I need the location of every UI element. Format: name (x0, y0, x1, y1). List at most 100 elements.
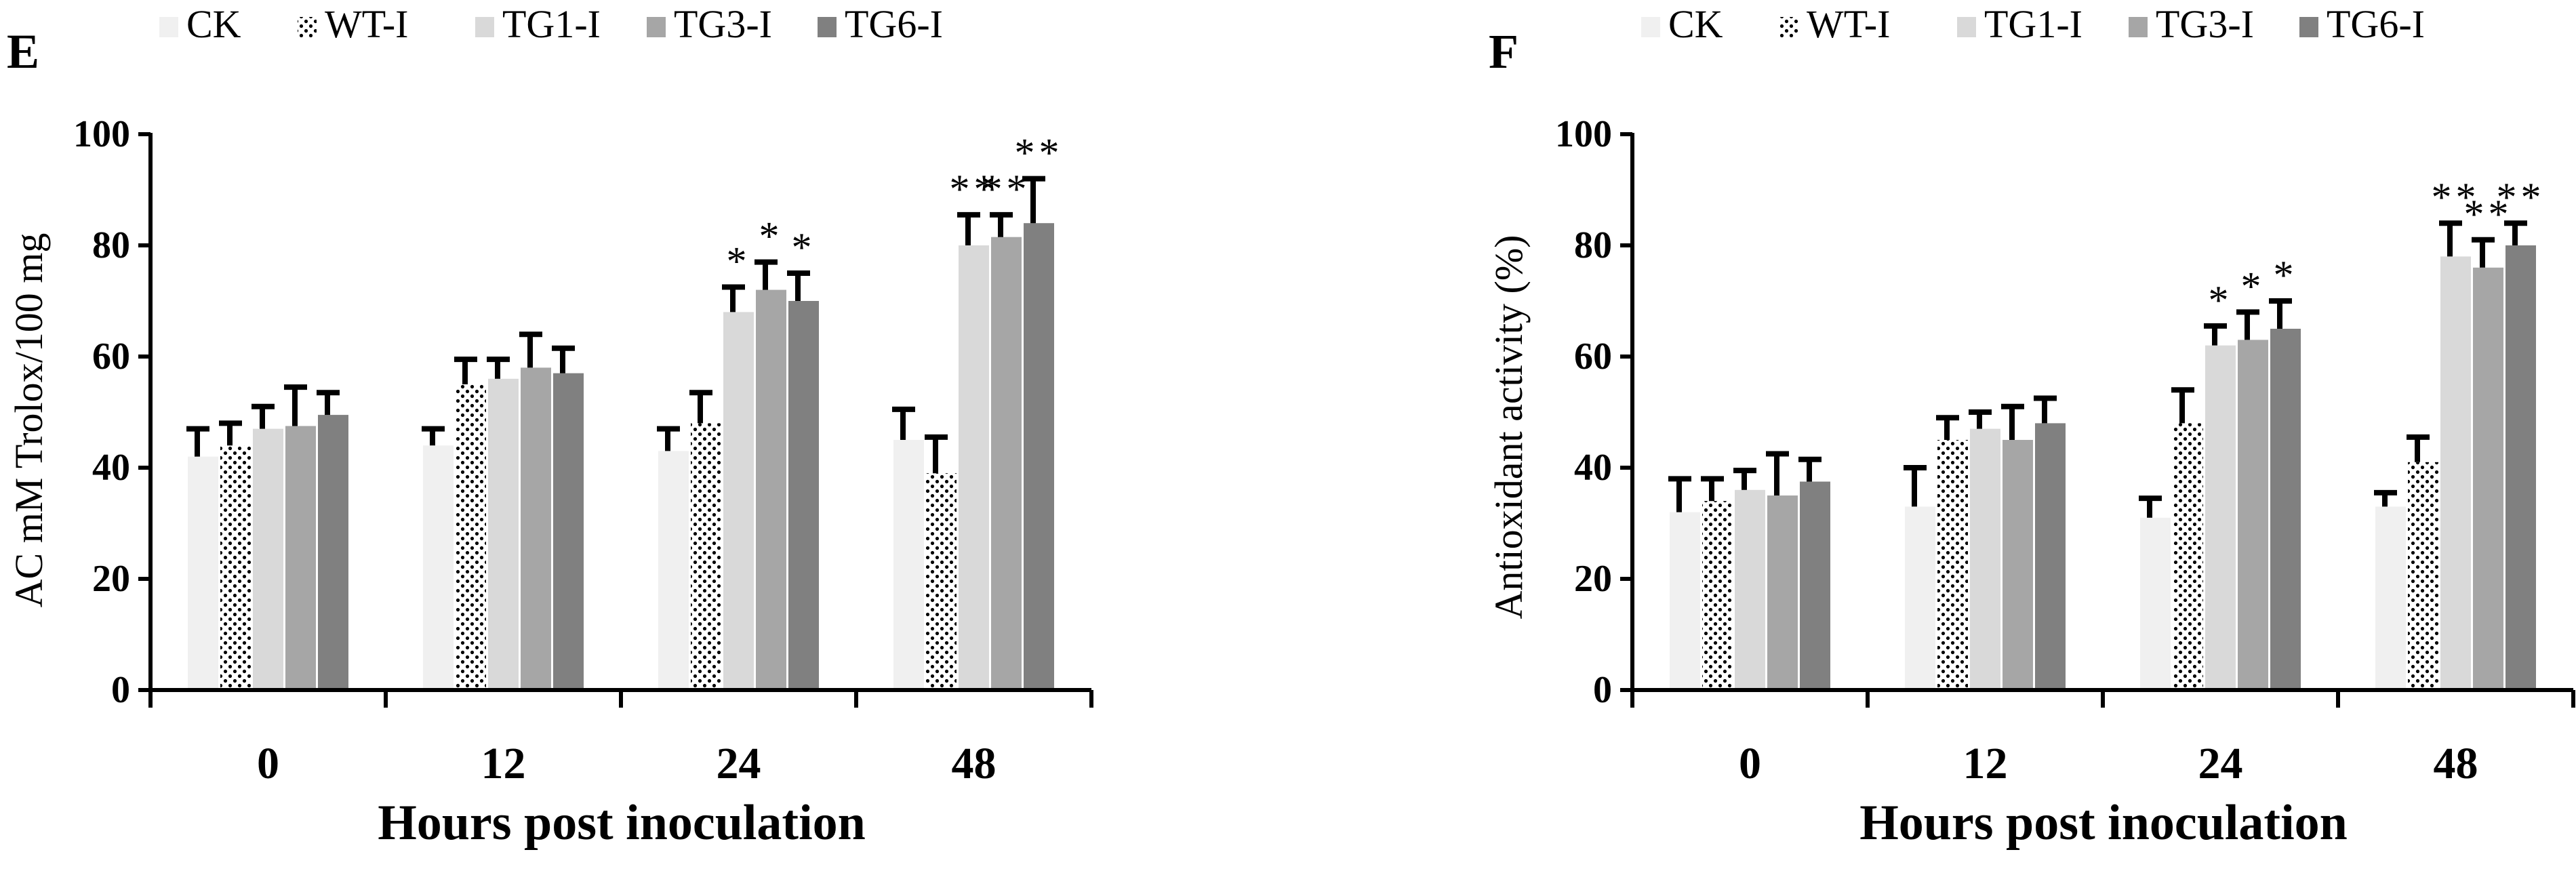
error-bar (1668, 476, 1691, 512)
error-bar (454, 357, 477, 384)
significance-mark: ** (1015, 131, 1064, 176)
error-bar (2407, 434, 2430, 462)
significance-mark: * (2241, 264, 2266, 308)
bar-tg1-i-0h (253, 428, 283, 690)
x-axis-title: Hours post inoculation (378, 795, 866, 851)
legend-label: TG6-I (845, 2, 943, 46)
significance-mark: * (727, 239, 751, 284)
legend-label: WT-I (1807, 2, 1890, 46)
error-bar (2269, 298, 2292, 329)
x-axis-title: Hours post inoculation (1859, 795, 2348, 851)
bar-tg6-i-12h (553, 373, 584, 690)
error-bar (2504, 220, 2527, 245)
x-tick-label: 48 (2434, 739, 2478, 788)
error-bar (317, 390, 340, 416)
legend-item-tg1-i: TG1-I (1957, 2, 2082, 46)
error-bar (722, 284, 745, 312)
error-bar (422, 426, 445, 446)
error-bar (284, 384, 307, 426)
legend: CK WT-I TG1-I TG3-I TG6-I (1641, 2, 2425, 46)
legend-swatch (1779, 17, 1798, 37)
bar-wt-i-24h (2173, 423, 2203, 690)
bar-tg3-i-48h (991, 237, 1022, 690)
error-bar (1022, 176, 1045, 224)
significance-mark: ** (982, 167, 1031, 211)
legend-item-wt-i: WT-I (298, 2, 408, 46)
legend-swatch (1641, 17, 1660, 37)
panel-label: F (1489, 24, 1518, 79)
error-bar (892, 406, 915, 440)
error-bar (219, 420, 242, 446)
bar-tg3-i-48h (2473, 267, 2503, 690)
error-bar (2439, 220, 2462, 257)
legend-swatch (2299, 17, 2318, 37)
y-tick-label: 20 (92, 558, 130, 600)
error-bar (2001, 403, 2024, 440)
legend: CK WT-I TG1-I TG3-I TG6-I (159, 2, 943, 46)
significance-mark: * (792, 225, 816, 270)
bar-ck-48h (893, 440, 924, 690)
error-bar (754, 259, 778, 290)
x-tick-label: 12 (481, 739, 526, 788)
error-bar (787, 270, 810, 301)
bar-ck-24h (2140, 517, 2171, 690)
error-bar (1904, 465, 1927, 507)
legend-item-wt-i: WT-I (1779, 2, 1890, 46)
error-bar (689, 390, 712, 424)
y-tick-label: 80 (1574, 224, 1612, 266)
legend-item-tg6-i: TG6-I (2299, 2, 2425, 46)
bar-ck-48h (2375, 506, 2406, 690)
error-bar (2472, 237, 2495, 268)
bar-tg6-i-0h (318, 415, 348, 690)
legend-swatch (2129, 17, 2148, 37)
bar-tg6-i-24h (788, 301, 819, 690)
error-bar (1936, 415, 1959, 440)
bar-tg1-i-24h (723, 312, 754, 690)
legend-swatch (475, 17, 494, 37)
significance-mark: * (759, 214, 784, 259)
x-tick-label: 24 (2198, 739, 2243, 788)
y-tick-label: 0 (1593, 669, 1612, 711)
error-bar (186, 426, 209, 457)
legend-swatch (1957, 17, 1976, 37)
legend-swatch (647, 17, 666, 37)
error-bar (552, 345, 575, 373)
legend-label: WT-I (325, 2, 408, 46)
bar-tg6-i-24h (2270, 329, 2301, 690)
x-tick-label: 48 (952, 739, 997, 788)
bar-tg3-i-0h (1767, 495, 1798, 690)
bar-tg1-i-48h (2440, 256, 2471, 690)
legend-label: TG1-I (502, 2, 601, 46)
significance-mark: ** (2432, 175, 2480, 220)
error-bar (1701, 476, 1724, 502)
error-bar (2034, 395, 2057, 424)
legend-label: CK (186, 2, 241, 46)
x-tick-label: 0 (1739, 739, 1761, 788)
bar-wt-i-48h (926, 473, 957, 690)
bar-tg1-i-24h (2205, 345, 2236, 690)
error-bar (1766, 451, 1789, 495)
error-bar (2139, 495, 2162, 518)
bar-wt-i-48h (2408, 462, 2438, 690)
bar-wt-i-0h (1702, 501, 1733, 690)
significance-mark: * (2274, 253, 2298, 298)
error-bar (1798, 456, 1822, 482)
bar-tg6-i-0h (1800, 481, 1830, 690)
error-bar (2236, 309, 2259, 340)
panel-e: E CK WT-I TG1-I TG3-I TG6-I AC mM Trolox/100… (7, 2, 1093, 851)
legend-item-tg3-i: TG3-I (647, 2, 772, 46)
y-tick-label: 80 (92, 224, 130, 266)
error-bar (1733, 468, 1756, 490)
bar-wt-i-24h (691, 423, 721, 690)
y-tick-label: 60 (1574, 336, 1612, 378)
x-tick-label: 0 (257, 739, 279, 788)
error-bar (2204, 323, 2227, 346)
panel-label: E (7, 24, 39, 79)
bar-tg6-i-48h (2505, 245, 2536, 690)
bar-ck-24h (658, 451, 689, 690)
legend-item-tg6-i: TG6-I (818, 2, 943, 46)
legend-item-tg1-i: TG1-I (475, 2, 601, 46)
bar-tg3-i-0h (285, 426, 316, 690)
error-bar (487, 357, 510, 379)
